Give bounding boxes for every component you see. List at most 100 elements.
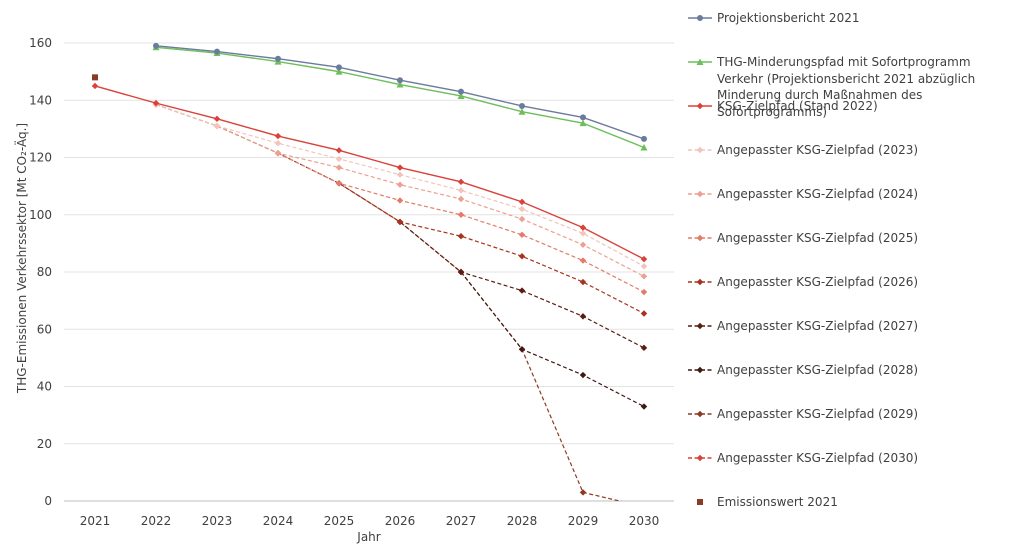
x-tick-label: 2028 — [507, 514, 538, 528]
legend-label: Angepasster KSG-Zielpfad (2027) — [717, 319, 919, 333]
data-point — [518, 253, 526, 260]
legend-label: THG-Minderungspfad mit Sofortprogramm Ve… — [717, 55, 976, 119]
legend-item: Angepasster KSG-Zielpfad (2025) — [688, 230, 1024, 247]
legend-marker — [696, 190, 704, 198]
data-point — [274, 132, 282, 140]
data-point — [213, 122, 221, 130]
data-point — [579, 241, 587, 249]
data-point — [396, 197, 404, 204]
data-point — [641, 135, 647, 142]
series-2 — [91, 82, 648, 263]
data-point — [457, 187, 465, 194]
series-line — [155, 46, 645, 149]
data-point — [457, 92, 465, 99]
legend-label: Angepasster KSG-Zielpfad (2024) — [717, 187, 919, 201]
legend-item: Emissionswert 2021 — [688, 494, 1024, 511]
data-point — [579, 313, 587, 320]
x-tick-label: 2027 — [446, 514, 477, 528]
legend-swatch — [688, 15, 712, 21]
legend-label: Angepasster KSG-Zielpfad (2030) — [717, 451, 919, 465]
data-point — [518, 231, 526, 238]
series-line — [94, 85, 645, 260]
legend-marker — [697, 499, 703, 505]
y-tick-label: 120 — [29, 151, 52, 165]
series-4 — [213, 122, 648, 280]
legend-swatch — [697, 499, 703, 505]
y-tick-label: 160 — [29, 36, 52, 50]
legend-label: Angepasster KSG-Zielpfad (2029) — [717, 407, 919, 421]
legend-marker — [696, 58, 704, 65]
x-tick-label: 2025 — [324, 514, 355, 528]
x-tick-label: 2024 — [263, 514, 294, 528]
legend-item: Angepasster KSG-Zielpfad (2027) — [688, 318, 1024, 335]
legend-marker — [697, 15, 703, 21]
series-1 — [152, 43, 648, 151]
legend-label: Emissionswert 2021 — [717, 495, 838, 509]
x-tick-label: 2029 — [568, 514, 599, 528]
legend-swatch — [688, 190, 712, 198]
data-point — [518, 198, 526, 206]
legend-item: Angepasster KSG-Zielpfad (2029) — [688, 406, 1024, 423]
data-point — [518, 346, 526, 353]
legend-item: Angepasster KSG-Zielpfad (2026) — [688, 274, 1024, 291]
legend-item: Angepasster KSG-Zielpfad (2030) — [688, 450, 1024, 467]
data-point — [579, 371, 587, 379]
legend-marker — [696, 366, 704, 374]
series-line — [216, 125, 645, 277]
series-line — [155, 45, 645, 140]
data-point — [640, 273, 648, 280]
series-6 — [335, 180, 648, 317]
legend-swatch — [688, 58, 712, 65]
legend-label: Angepasster KSG-Zielpfad (2025) — [717, 231, 919, 245]
data-point — [579, 224, 587, 231]
data-point — [396, 81, 404, 88]
data-point — [640, 344, 648, 352]
data-point — [336, 64, 342, 71]
data-point — [457, 211, 465, 218]
legend-swatch — [688, 234, 712, 242]
legend-marker — [696, 102, 704, 110]
legend-swatch — [688, 146, 712, 154]
legend-marker — [696, 278, 704, 286]
data-point — [518, 287, 526, 294]
legend-item: Angepasster KSG-Zielpfad (2023) — [688, 142, 1024, 159]
legend-label: KSG-Zielpfad (Stand 2022) — [717, 99, 878, 113]
series-3 — [152, 101, 648, 270]
data-point — [518, 108, 526, 115]
x-tick-label: 2026 — [385, 514, 416, 528]
x-tick-label: 2022 — [141, 514, 172, 528]
x-tick-label: 2030 — [629, 514, 660, 528]
legend-label: Angepasster KSG-Zielpfad (2028) — [717, 363, 919, 377]
legend-item: THG-Minderungspfad mit Sofortprogramm Ve… — [688, 54, 1024, 120]
data-point — [457, 195, 465, 203]
legend-swatch — [688, 102, 712, 110]
data-point — [640, 143, 648, 151]
x-tick-labels: 2021 2022 2023 2024 2025 2026 2027 2028 2029 2030 — [80, 514, 660, 528]
data-point — [579, 278, 587, 286]
legend-swatch — [688, 322, 712, 330]
legend-swatch — [688, 366, 712, 374]
y-tick-label: 100 — [29, 208, 52, 222]
data-point — [640, 310, 648, 317]
data-point — [213, 115, 221, 123]
legend-item: Angepasster KSG-Zielpfad (2028) — [688, 362, 1024, 379]
legend-label: Projektionsbericht 2021 — [717, 11, 860, 25]
y-tick-label: 40 — [37, 380, 52, 394]
legend-marker — [696, 454, 704, 462]
chart-legend: Projektionsbericht 2021 THG-Minderungspfa… — [688, 0, 1024, 554]
data-point — [396, 218, 404, 226]
data-point — [397, 77, 403, 84]
legend-item: Projektionsbericht 2021 — [688, 10, 1024, 27]
data-point — [274, 139, 282, 147]
legend-marker — [696, 146, 704, 154]
y-tick-label: 20 — [37, 437, 52, 451]
x-tick-label: 2021 — [80, 514, 111, 528]
data-point — [579, 257, 587, 264]
legend-item: Angepasster KSG-Zielpfad (2024) — [688, 186, 1024, 203]
y-tick-label: 80 — [37, 265, 52, 279]
data-point — [457, 233, 465, 240]
data-point — [518, 215, 526, 223]
data-point — [335, 155, 343, 163]
data-point — [640, 403, 648, 410]
